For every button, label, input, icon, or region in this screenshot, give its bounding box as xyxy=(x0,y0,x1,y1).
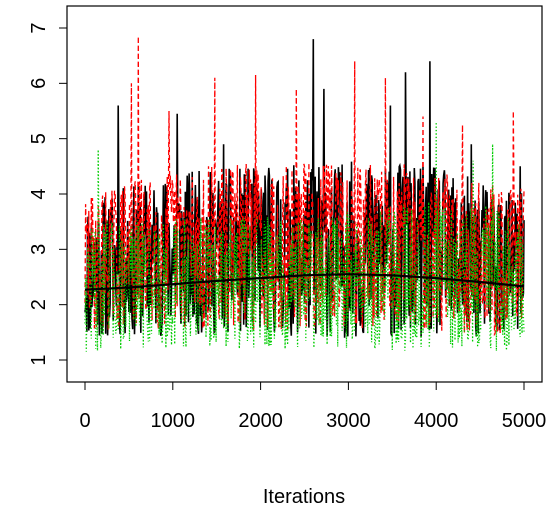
smooth-trend-line xyxy=(84,273,525,291)
x-axis: 0 1000 2000 3000 4000 5000 xyxy=(79,381,547,432)
y-tick-label: 3 xyxy=(28,244,50,255)
x-tick-label: 0 xyxy=(79,410,90,432)
y-tick-label: 5 xyxy=(28,133,50,144)
x-tick-label: 3000 xyxy=(326,410,371,432)
x-tick-label: 4000 xyxy=(414,410,459,432)
y-tick-label: 1 xyxy=(28,354,50,365)
series-2-trace xyxy=(84,36,525,337)
smooth-layer xyxy=(84,273,525,291)
y-tick-label: 4 xyxy=(28,188,50,199)
x-axis-title: Iterations xyxy=(263,486,345,508)
x-tick-label: 2000 xyxy=(238,410,283,432)
y-tick-label: 2 xyxy=(28,299,50,310)
y-tick-label: 7 xyxy=(28,22,50,33)
x-tick-label: 1000 xyxy=(151,410,196,432)
series-layer xyxy=(84,36,525,352)
y-axis: 1 2 3 4 5 6 7 xyxy=(28,22,68,366)
y-tick-label: 6 xyxy=(28,78,50,89)
series-3-trace xyxy=(84,122,525,352)
x-tick-label: 5000 xyxy=(502,410,547,432)
